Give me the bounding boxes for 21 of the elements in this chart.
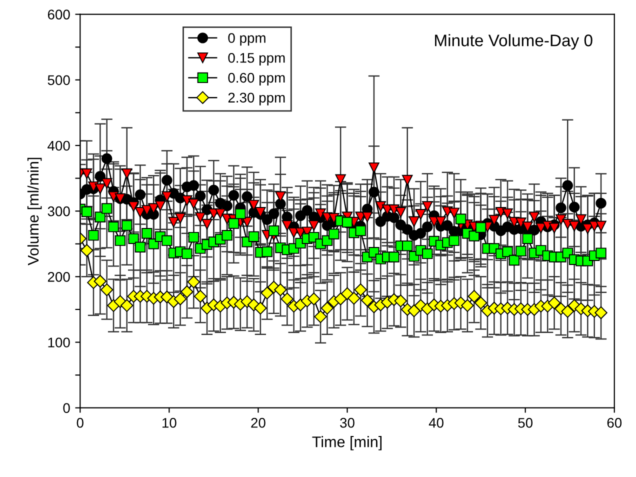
x-axis-title: Time [min] xyxy=(312,436,382,450)
legend-label: 0.15 ppm xyxy=(228,52,285,66)
y-tick-label: 200 xyxy=(48,272,70,282)
y-tick-label: 400 xyxy=(48,140,70,151)
legend-label: 0.60 ppm xyxy=(228,72,285,86)
x-tick-label: 10 xyxy=(162,418,176,428)
x-tick-label: 0 xyxy=(76,418,84,428)
y-tick-label: 500 xyxy=(48,75,70,86)
x-tick-label: 50 xyxy=(518,418,533,428)
legend-label: 2.30 ppm xyxy=(228,92,285,106)
y-tick-label: 300 xyxy=(48,206,70,216)
x-tick-label: 20 xyxy=(251,418,266,428)
x-tick-label: 60 xyxy=(607,418,622,428)
legend-label: 0 ppm xyxy=(228,33,266,46)
y-axis-title: Volume [ml/min] xyxy=(27,158,42,266)
text: Minute Volume-Day 0 xyxy=(435,34,592,50)
y-tick-label: 0 xyxy=(63,403,70,414)
y-tick-label: 600 xyxy=(48,10,70,20)
y-tick-label: 100 xyxy=(48,338,70,348)
x-tick-label: 40 xyxy=(428,418,444,428)
x-tick-label: 30 xyxy=(340,418,354,428)
